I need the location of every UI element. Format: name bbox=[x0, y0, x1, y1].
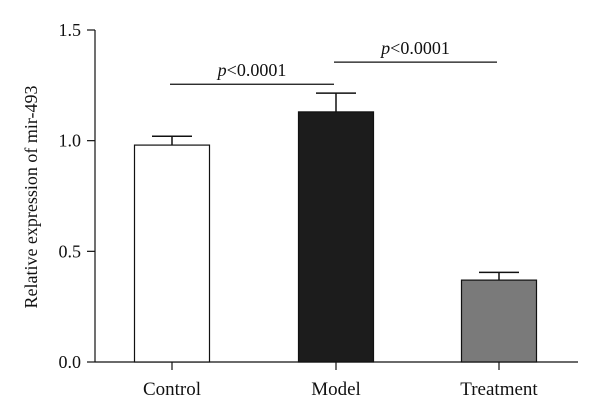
x-tick-label: Treatment bbox=[460, 379, 538, 400]
y-tick-label: 0.5 bbox=[59, 241, 82, 261]
bar-control bbox=[133, 144, 211, 363]
error-bars bbox=[152, 92, 519, 281]
y-axis-title: Relative expression of mir-493 bbox=[21, 85, 41, 308]
x-axis: Control Model Treatment bbox=[95, 361, 578, 400]
y-tick-label: 1.5 bbox=[59, 20, 82, 40]
p-symbol: p bbox=[379, 38, 390, 58]
bar-treatment bbox=[460, 279, 538, 363]
y-tick-label: 1.0 bbox=[59, 131, 82, 151]
x-tick-label: Model bbox=[311, 379, 361, 400]
significance-label: p<0.0001 bbox=[216, 60, 287, 80]
p-symbol: p bbox=[216, 60, 227, 80]
p-value: <0.0001 bbox=[227, 60, 287, 80]
bars bbox=[133, 111, 538, 363]
significance-label: p<0.0001 bbox=[379, 38, 450, 58]
bar-model bbox=[297, 111, 375, 363]
p-value: <0.0001 bbox=[390, 38, 450, 58]
y-tick-label: 0.0 bbox=[59, 352, 82, 372]
x-tick-label: Control bbox=[143, 379, 201, 400]
y-axis: 0.0 0.5 1.0 1.5 bbox=[59, 20, 96, 372]
